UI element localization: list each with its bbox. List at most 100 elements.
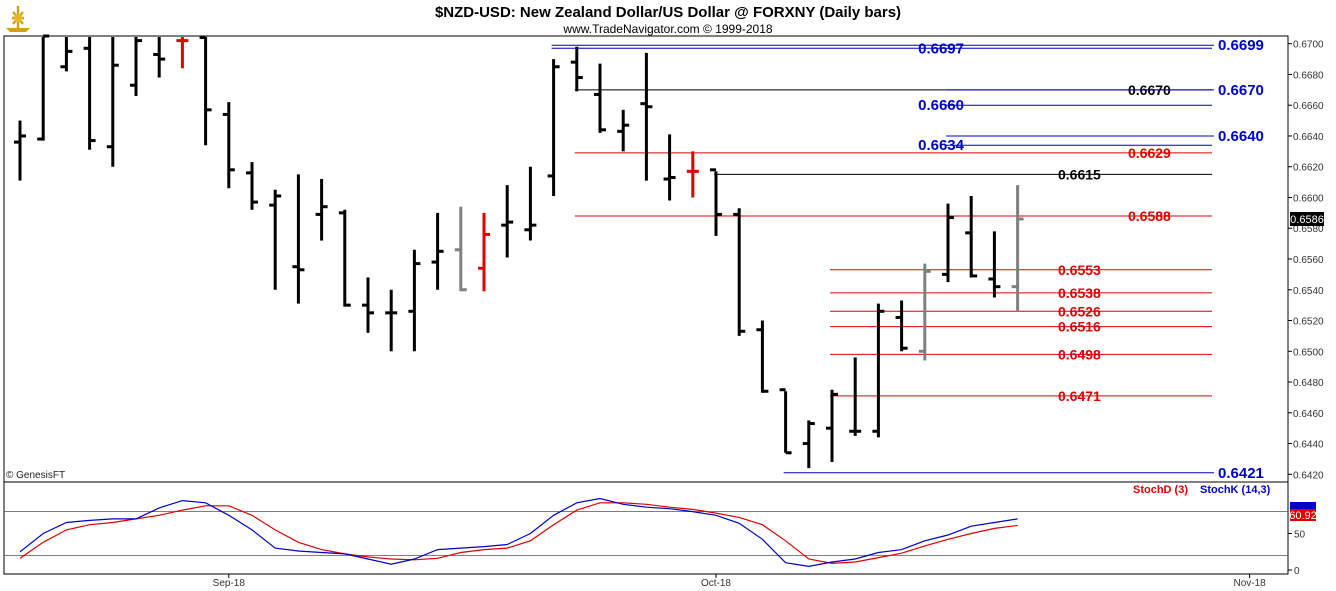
ohlc-bar [617, 109, 630, 152]
stoch-tick-label: 0 [1294, 566, 1300, 577]
ohlc-bar [269, 189, 282, 290]
ohlc-bar [454, 206, 467, 292]
price-level-label: 0.6670 [1218, 82, 1264, 99]
price-level-label: 0.6615 [1058, 166, 1101, 182]
ohlc-bar [918, 263, 931, 361]
price-bars [14, 34, 1024, 469]
ohlc-bar [106, 37, 119, 167]
last-price-badge: 0.6586 [1290, 212, 1324, 227]
price-level-label: 0.6697 [918, 40, 964, 57]
axis-edge [1328, 36, 1336, 574]
ohlc-bar [292, 174, 305, 304]
ohlc-bar [222, 102, 235, 189]
ohlc-bar [1011, 185, 1024, 312]
price-tick-label: 0.6620 [1293, 163, 1324, 174]
price-level-label: 0.6498 [1058, 346, 1101, 362]
price-tick-label: 0.6700 [1293, 40, 1324, 51]
date-tick-label: Oct-18 [701, 578, 731, 589]
stoch-value-badge: 60.92 [1289, 502, 1317, 522]
price-tick-label: 0.6440 [1293, 440, 1324, 451]
ohlc-bar [640, 52, 653, 181]
ohlc-bar [501, 185, 514, 258]
price-tick-label: 0.6640 [1293, 132, 1324, 143]
stoch-d-value-label: 60.92 [1289, 510, 1317, 522]
ohlc-bar [756, 320, 769, 393]
date-axis-ticks: Sep-18 Oct-18 Nov-18 [213, 574, 1266, 589]
ohlc-bar [14, 120, 26, 181]
stoch-panel-frame [3, 481, 1289, 575]
price-tick-label: 0.6580 [1293, 224, 1324, 235]
ohlc-bar [849, 357, 862, 436]
stoch-tick-label: 50 [1294, 530, 1306, 541]
ohlc-bar [130, 37, 142, 96]
price-level-label: 0.6640 [1218, 128, 1264, 145]
date-tick-label: Sep-18 [213, 578, 246, 589]
last-price-label: 0.6586 [1290, 214, 1324, 226]
copyright-text: © GenesisFT [6, 470, 65, 481]
price-level-label: 0.6699 [1218, 37, 1264, 54]
ohlc-bar [686, 151, 699, 198]
date-tick-label: Nov-18 [1233, 578, 1266, 589]
price-level-label: 0.6588 [1128, 208, 1171, 224]
ohlc-bar [826, 389, 838, 463]
price-level-label: 0.6526 [1058, 303, 1101, 319]
price-tick-label: 0.6680 [1293, 70, 1324, 81]
ohlc-bar [942, 203, 954, 283]
ohlc-bar [176, 37, 189, 69]
ohlc-bar [524, 166, 537, 241]
ohlc-bar [153, 37, 166, 78]
price-level-label: 0.6629 [1128, 145, 1171, 161]
price-level-label: 0.6471 [1058, 388, 1101, 404]
ohlc-bar [246, 162, 258, 210]
ohlc-bar [779, 388, 792, 455]
trade-navigator-logo-icon [6, 6, 30, 32]
ohlc-bar [965, 195, 978, 278]
ohlc-bar [478, 212, 490, 292]
stoch-d-line [19, 502, 1018, 565]
price-tick-label: 0.6500 [1293, 347, 1324, 358]
ohlc-bar [872, 303, 885, 438]
ohlc-bar [895, 300, 908, 352]
price-level-label: 0.6553 [1058, 262, 1101, 278]
ohlc-bar [710, 168, 722, 236]
ohlc-bar [802, 420, 815, 469]
ohlc-bar [37, 34, 50, 141]
price-tick-label: 0.6600 [1293, 193, 1324, 204]
ohlc-bar [594, 63, 606, 133]
price-tick-label: 0.6520 [1293, 317, 1324, 328]
price-tick-label: 0.6560 [1293, 255, 1324, 266]
price-tick-label: 0.6460 [1293, 409, 1324, 420]
ohlc-bar [733, 208, 746, 336]
price-axis-ticks: 0.6700 0.6680 0.6660 0.6640 0.6620 0.6600 0.65… [1288, 40, 1324, 481]
ohlc-bar [570, 46, 583, 92]
price-level-label: 0.6660 [918, 97, 964, 114]
ohlc-bar [83, 37, 96, 150]
chart-subtitle: www.TradeNavigator.com © 1999-2018 [562, 22, 772, 36]
ohlc-bar [547, 59, 560, 196]
price-level-label: 0.6538 [1058, 285, 1101, 301]
ohlc-bar [60, 37, 73, 72]
chart-title: $NZD-USD: New Zealand Dollar/US Dollar @… [435, 4, 901, 21]
ohlc-bar [315, 179, 328, 241]
ohlc-bar [431, 212, 444, 290]
ohlc-bar [663, 134, 676, 201]
price-level-label: 0.6421 [1218, 465, 1264, 482]
price-level-label: 0.6516 [1058, 319, 1101, 335]
ohlc-bar [408, 249, 421, 352]
price-level-label: 0.6634 [918, 137, 965, 154]
stoch-k-legend: StochK (14,3) [1200, 484, 1271, 496]
stoch-axis-ticks: 50 0 [1288, 530, 1306, 577]
stoch-d-legend: StochD (3) [1133, 484, 1188, 496]
ohlc-bar [338, 209, 351, 307]
ohlc-bar [385, 289, 398, 352]
ohlc-bar [988, 231, 1001, 298]
ohlc-bar [362, 277, 374, 333]
ohlc-bar [199, 36, 212, 146]
price-tick-label: 0.6540 [1293, 286, 1324, 297]
price-tick-label: 0.6660 [1293, 101, 1324, 112]
stoch-k-line [19, 497, 1018, 568]
price-tick-label: 0.6420 [1293, 470, 1324, 481]
